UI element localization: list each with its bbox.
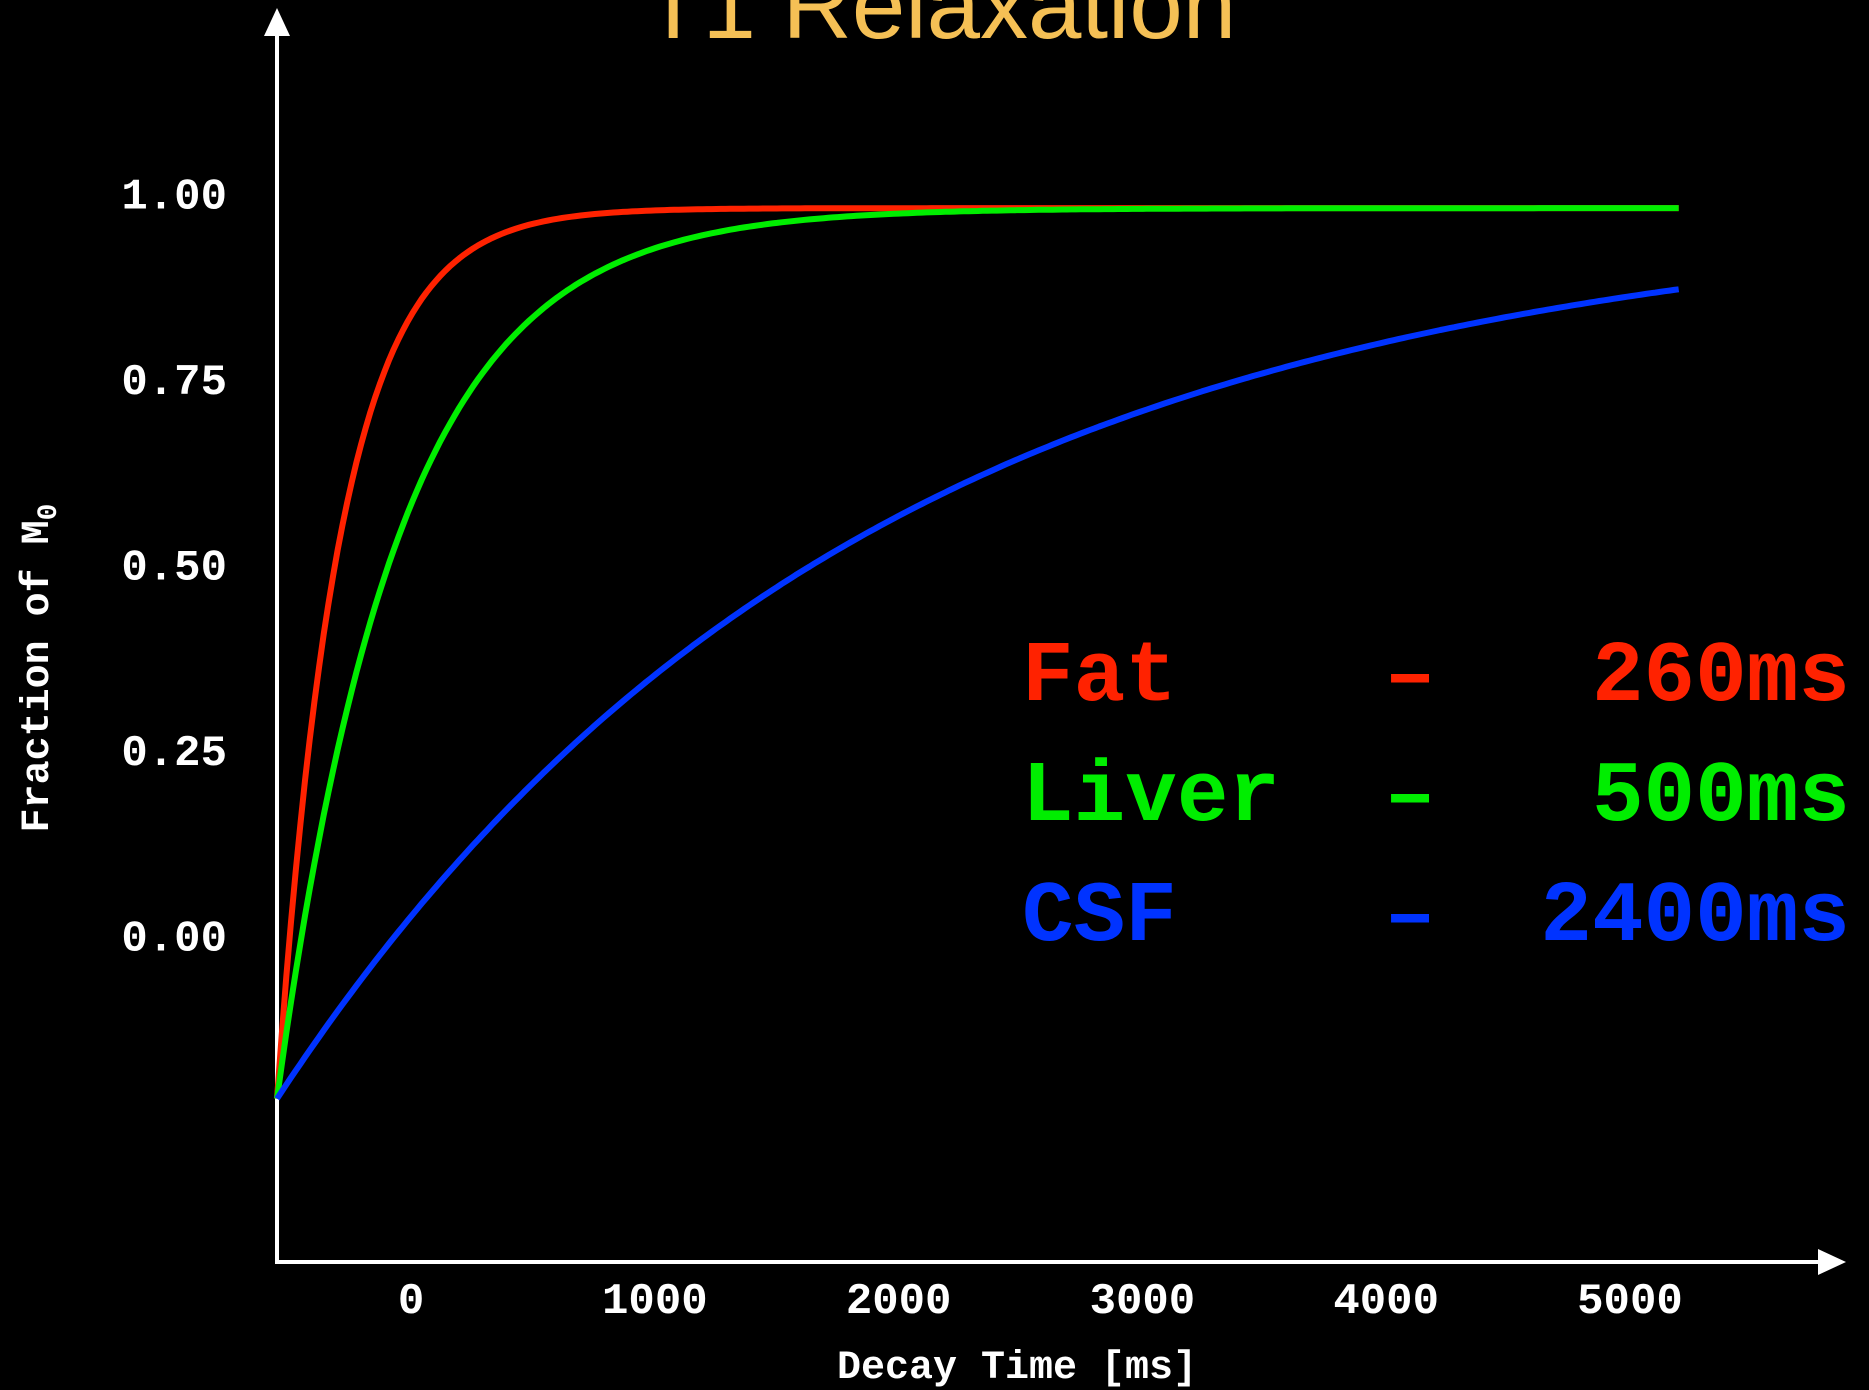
legend-name-csf: CSF [1022,868,1177,966]
legend-dash-csf: – [1384,868,1436,966]
legend-dash-fat: – [1384,628,1436,726]
x-tick-label: 0 [398,1277,424,1327]
x-tick-label: 3000 [1090,1277,1196,1327]
axes [264,8,1846,1275]
series-line-fat [274,205,1679,1099]
x-axis-title: Decay Time [ms] [837,1346,1197,1390]
y-axis-title-subscript: 0 [34,504,65,521]
y-axis-title-main: Fraction of M [16,520,61,832]
y-tick-labels: 1.00 0.75 0.50 0.25 0.00 [121,172,227,964]
x-tick-label: 4000 [1333,1277,1439,1327]
legend-name-fat: Fat [1022,628,1177,726]
x-tick-label: 1000 [602,1277,708,1327]
chart-title: T1 Relaxation [644,0,1236,59]
y-tick-label: 0.25 [121,729,227,779]
legend-value-csf: 2400ms [1540,868,1850,966]
y-tick-label: 1.00 [121,172,227,222]
legend-dash-liver: – [1384,748,1436,846]
series-lines [274,205,1680,1101]
y-axis-title: Fraction of M0 [16,504,65,833]
y-tick-label: 0.50 [121,543,227,593]
y-axis-arrow [264,8,290,36]
x-tick-label: 2000 [846,1277,952,1327]
legend: Fat – 260ms Liver – 500ms CSF – 2400ms [1022,628,1850,966]
legend-value-liver: 500ms [1592,748,1850,846]
x-tick-label: 5000 [1577,1277,1683,1327]
y-tick-label: 0.00 [121,914,227,964]
legend-value-fat: 260ms [1592,628,1850,726]
series-line-csf [274,286,1680,1101]
x-tick-labels: 0 1000 2000 3000 4000 5000 [398,1277,1683,1327]
y-tick-label: 0.75 [121,358,227,408]
series-line-liver [274,205,1679,1100]
legend-name-liver: Liver [1022,748,1280,846]
x-axis-arrow [1818,1249,1846,1275]
